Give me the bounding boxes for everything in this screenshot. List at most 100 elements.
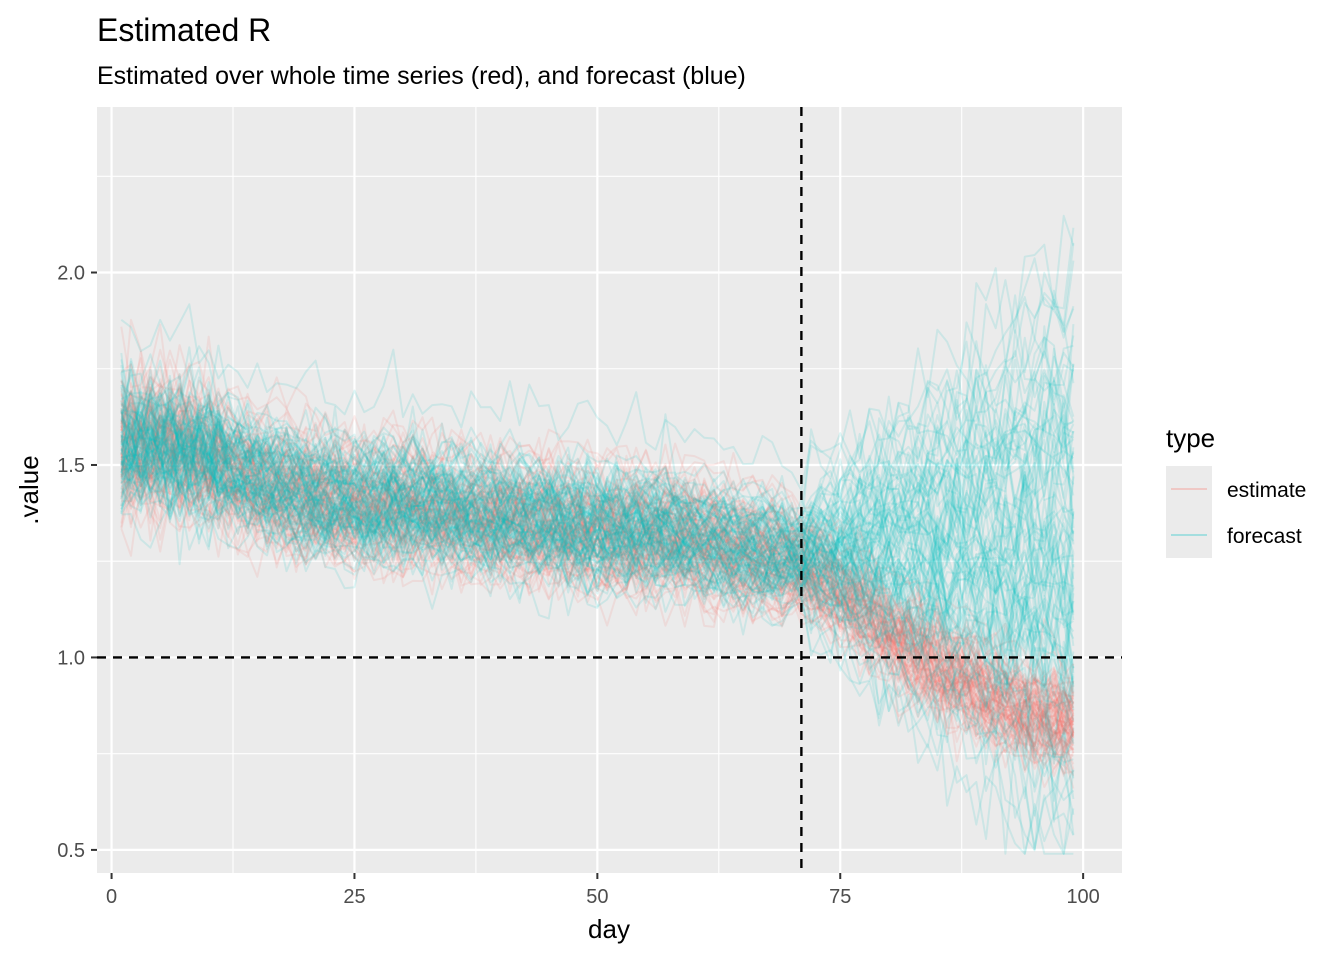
- x-axis: 0 25 50 75 100: [106, 873, 1100, 908]
- series-line-forecast: [120, 392, 1075, 687]
- series-line-estimate: [120, 389, 1075, 734]
- series-line-forecast: [120, 399, 1075, 564]
- series-line-forecast: [120, 407, 1075, 741]
- series-line-estimate: [120, 403, 1074, 755]
- series-line-estimate: [120, 399, 1075, 734]
- y-axis: 0.5 1.0 1.5 2.0: [57, 263, 97, 862]
- series-line-estimate: [120, 451, 1074, 771]
- series-line-estimate: [120, 386, 1075, 717]
- series-line-estimate: [121, 447, 1075, 752]
- series-line-forecast: [121, 398, 1075, 709]
- series-line-forecast: [120, 369, 1075, 661]
- series-line-forecast: [120, 411, 1074, 624]
- series-line-forecast: [120, 422, 1074, 855]
- series-line-estimate: [120, 440, 1075, 752]
- series-line-forecast: [120, 378, 1075, 604]
- series-line-estimate: [120, 421, 1075, 745]
- series-line-estimate: [120, 450, 1075, 751]
- series-line-forecast: [120, 453, 1075, 635]
- x-tick-label: 100: [1066, 886, 1099, 908]
- series-line-estimate: [120, 382, 1075, 724]
- series-line-estimate: [120, 450, 1075, 770]
- series-line-estimate: [120, 472, 1075, 789]
- series-line-forecast: [121, 374, 1075, 711]
- series-line-estimate: [120, 378, 1075, 720]
- series-line-estimate: [120, 405, 1075, 729]
- series-line-forecast: [120, 464, 1075, 703]
- series-line-estimate: [120, 381, 1075, 697]
- series-line-forecast: [120, 423, 1075, 633]
- series-line-estimate: [120, 363, 1074, 708]
- series-line-estimate: [120, 358, 1074, 690]
- series-line-estimate: [120, 357, 1075, 718]
- series-line-forecast: [120, 436, 1075, 609]
- series-line-estimate: [120, 424, 1074, 733]
- x-tick-label: 25: [343, 886, 365, 908]
- series-line-estimate: [120, 463, 1075, 776]
- series-line-forecast: [120, 324, 1075, 604]
- series-line-forecast: [120, 448, 1075, 852]
- y-axis-title: .value: [14, 455, 44, 524]
- series-line-forecast: [120, 403, 1075, 672]
- series-line-estimate: [120, 412, 1075, 734]
- series-line-forecast: [120, 395, 1075, 551]
- series-line-estimate: [120, 366, 1074, 718]
- series-line-estimate: [120, 441, 1075, 765]
- series-line-estimate: [120, 405, 1075, 727]
- series-line-forecast: [120, 421, 1075, 612]
- series-line-estimate: [120, 413, 1074, 732]
- series-line-forecast: [120, 415, 1075, 693]
- series-line-estimate: [120, 407, 1075, 753]
- series-line-forecast: [120, 424, 1075, 593]
- series-line-estimate: [120, 386, 1075, 720]
- series-line-estimate: [120, 389, 1075, 749]
- series-line-forecast: [120, 214, 1075, 589]
- series-line-estimate: [120, 382, 1075, 730]
- series-line-estimate: [120, 448, 1075, 738]
- legend-label-estimate: estimate: [1227, 479, 1306, 502]
- series-line-estimate: [120, 425, 1074, 738]
- series-line-forecast: [120, 298, 1075, 581]
- series-line-estimate: [120, 383, 1075, 751]
- x-axis-title: day: [588, 914, 630, 944]
- legend: type estimate forecast: [1166, 423, 1306, 558]
- series-line-forecast: [120, 335, 1075, 589]
- series-line-forecast: [120, 418, 1075, 612]
- series-line-forecast: [120, 388, 1075, 817]
- series-line-estimate: [120, 423, 1075, 754]
- reference-lines: [97, 107, 1122, 873]
- series-line-estimate: [120, 409, 1075, 739]
- series-line-estimate: [120, 456, 1075, 750]
- series-line-forecast: [120, 400, 1075, 639]
- x-tick-label: 0: [106, 886, 117, 908]
- series-line-forecast: [120, 260, 1075, 540]
- series-line-forecast: [120, 407, 1075, 704]
- series-line-forecast: [120, 405, 1074, 574]
- series-line-estimate: [120, 411, 1075, 739]
- series-line-estimate: [120, 452, 1075, 777]
- series-line-forecast: [120, 336, 1075, 548]
- series-line-estimate: [120, 377, 1075, 697]
- series-line-estimate: [121, 452, 1075, 759]
- series-line-forecast: [120, 455, 1075, 800]
- series-line-forecast: [120, 445, 1075, 640]
- series-line-estimate: [120, 419, 1075, 739]
- series-line-forecast: [120, 347, 1075, 525]
- series-line-forecast: [120, 386, 1075, 759]
- series-line-forecast: [120, 404, 1074, 617]
- series-line-forecast: [120, 403, 1075, 598]
- series-line-estimate: [120, 323, 1075, 709]
- series-line-forecast: [120, 363, 1074, 588]
- series-line-forecast: [120, 379, 1074, 549]
- series-line-estimate: [120, 409, 1075, 722]
- series-line-forecast: [120, 409, 1075, 740]
- series-line-forecast: [121, 376, 1075, 855]
- series-line-forecast: [120, 435, 1075, 721]
- chart-subtitle: Estimated over whole time series (red), …: [97, 62, 746, 90]
- series-line-estimate: [120, 423, 1075, 735]
- series-line-estimate: [120, 430, 1074, 761]
- series-line-estimate: [120, 449, 1075, 776]
- series-line-estimate: [120, 387, 1075, 727]
- series-line-forecast: [120, 434, 1075, 767]
- series-line-estimate: [120, 426, 1074, 757]
